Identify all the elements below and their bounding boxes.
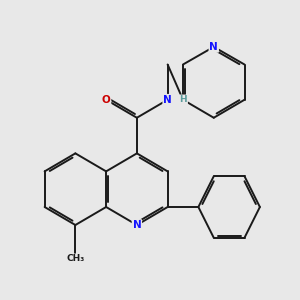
Text: N: N bbox=[133, 220, 141, 230]
Text: O: O bbox=[102, 95, 110, 105]
Text: N: N bbox=[209, 42, 218, 52]
Text: H: H bbox=[180, 95, 187, 104]
Text: CH₃: CH₃ bbox=[66, 254, 85, 263]
Text: N: N bbox=[163, 95, 172, 105]
